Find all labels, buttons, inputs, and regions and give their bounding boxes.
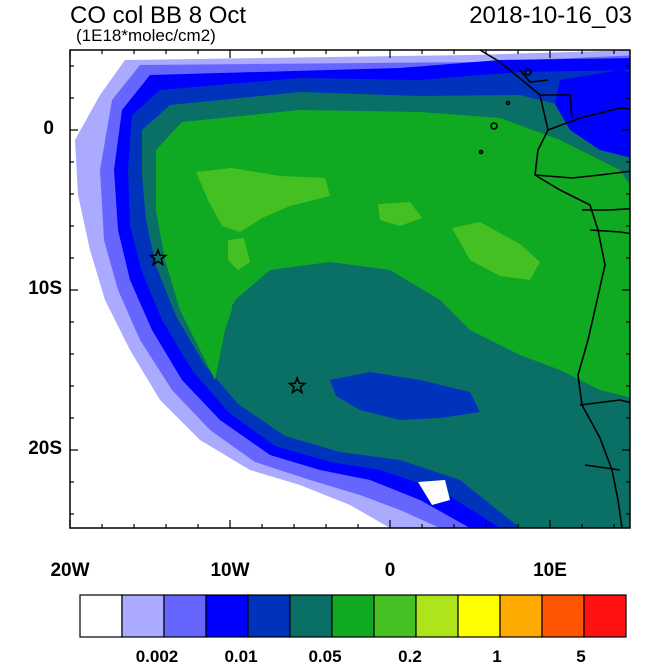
coastline bbox=[478, 50, 630, 528]
contour-level-0-patch bbox=[418, 480, 450, 505]
contour-level-7-patch-2 bbox=[378, 202, 422, 226]
colorbar-swatch-2 bbox=[163, 594, 207, 638]
markers-layer bbox=[148, 247, 307, 395]
colorbar-label-0.002: 0.002 bbox=[135, 647, 179, 666]
contour-level-7-patch-3 bbox=[452, 222, 540, 280]
colorbar-swatch-0 bbox=[79, 594, 123, 638]
colorbar-swatch-8 bbox=[415, 594, 459, 638]
colorbar-swatch-10 bbox=[499, 594, 543, 638]
lon-label-0: 0 bbox=[384, 560, 396, 581]
colorbar-swatch-5 bbox=[289, 594, 333, 638]
plot-frame bbox=[69, 49, 631, 529]
lon-label-10w: 10W bbox=[210, 560, 250, 581]
lon-label-20w: 20W bbox=[50, 560, 90, 581]
lat-label-20s: 20S bbox=[28, 438, 62, 459]
star-marker-2 bbox=[287, 375, 307, 395]
map-title: CO col BB 8 Oct bbox=[70, 2, 247, 29]
co-column-field bbox=[75, 50, 630, 528]
colorbar-swatch-6 bbox=[331, 594, 375, 638]
lat-label-0: 0 bbox=[43, 118, 54, 139]
colorbar bbox=[79, 594, 627, 638]
axis-ticks bbox=[69, 50, 630, 528]
units-label: (1E18*molec/cm2) bbox=[76, 26, 216, 45]
colorbar-label-0.2: 0.2 bbox=[398, 647, 422, 666]
colorbar-label-5: 5 bbox=[576, 647, 586, 666]
contour-level-7-patch-1 bbox=[196, 168, 330, 232]
colorbar-swatch-9 bbox=[457, 594, 501, 638]
colorbar-label-0.05: 0.05 bbox=[308, 647, 342, 666]
colorbar-swatch-4 bbox=[247, 594, 291, 638]
lat-label-10s: 10S bbox=[28, 278, 62, 299]
colorbar-swatch-1 bbox=[121, 594, 165, 638]
colorbar-label-1: 1 bbox=[492, 647, 502, 666]
contour-level-4-interior bbox=[330, 372, 480, 420]
lon-label-10e: 10E bbox=[533, 560, 567, 581]
colorbar-swatch-7 bbox=[373, 594, 417, 638]
contour-level-7-patch-4 bbox=[228, 238, 250, 270]
colorbar-label-0.01: 0.01 bbox=[224, 647, 258, 666]
star-marker-1 bbox=[148, 247, 168, 267]
colorbar-swatch-11 bbox=[541, 594, 585, 638]
map-plot bbox=[69, 49, 631, 529]
contour-level-5-interior bbox=[232, 268, 470, 400]
contour-level-3-coast bbox=[555, 70, 630, 158]
colorbar-swatch-12 bbox=[583, 594, 627, 638]
colorbar-swatch-3 bbox=[205, 594, 249, 638]
map-timestamp: 2018-10-16_03 bbox=[469, 2, 632, 29]
